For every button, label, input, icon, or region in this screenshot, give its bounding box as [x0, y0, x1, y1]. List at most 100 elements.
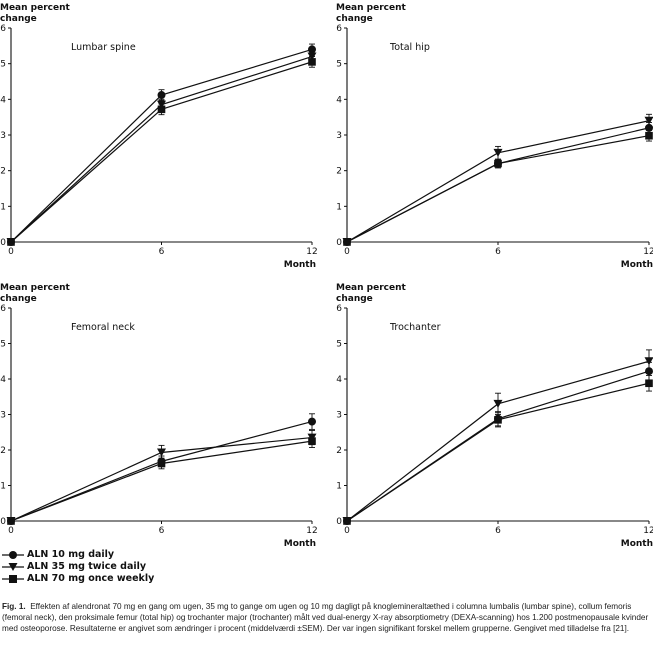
y-tick-label: 6 — [0, 304, 6, 314]
y-tick-label: 1 — [0, 202, 6, 212]
y-tick-label: 5 — [336, 60, 342, 70]
panel-title: Femoral neck — [71, 322, 135, 333]
series-line — [10, 55, 313, 243]
panel-title: Trochanter — [389, 322, 441, 333]
legend-label: ALN 35 mg twice daily — [27, 561, 147, 572]
series-line — [10, 421, 313, 522]
data-point-triangle — [644, 357, 653, 366]
y-tick-label: 0 — [0, 238, 6, 248]
y-tick-label: 6 — [0, 24, 6, 34]
y-tick-label: 2 — [0, 446, 6, 456]
x-axis-label: Month — [284, 260, 316, 270]
series-triangle-down — [342, 349, 653, 525]
x-axis-label: Month — [284, 539, 316, 549]
y-tick-label: 5 — [0, 60, 6, 70]
y-tick-label: 3 — [0, 411, 6, 421]
legend-item-aln-70: ALN 70 mg once weekly — [2, 573, 154, 585]
x-tick-label: 12 — [306, 526, 317, 536]
data-point-triangle — [644, 116, 653, 125]
data-point-triangle — [157, 448, 166, 457]
series-triangle-down — [342, 113, 653, 246]
y-tick-label: 2 — [0, 167, 6, 177]
caption-label: Fig. 1. — [2, 602, 26, 611]
y-axis-label: change — [336, 294, 373, 304]
series-circle — [343, 361, 653, 525]
square-marker-icon — [2, 575, 24, 583]
y-axis-label: Mean percent — [336, 283, 407, 293]
y-tick-label: 5 — [0, 340, 6, 350]
y-tick-label: 3 — [0, 131, 6, 141]
data-point-square — [7, 517, 15, 525]
data-point-square — [308, 58, 316, 66]
y-tick-label: 1 — [336, 202, 342, 212]
series-circle — [7, 43, 316, 246]
y-tick-label: 4 — [336, 375, 342, 385]
y-tick-label: 3 — [336, 411, 342, 421]
y-tick-label: 4 — [0, 375, 6, 385]
data-point-triangle — [493, 148, 503, 157]
y-axis-label: Mean percent — [336, 3, 407, 13]
x-tick-label: 0 — [8, 247, 14, 257]
data-point-square — [645, 131, 653, 140]
x-tick-label: 6 — [495, 526, 501, 536]
data-point-square — [343, 238, 351, 246]
y-tick-label: 1 — [336, 482, 342, 492]
series-square — [343, 129, 653, 246]
series-triangle-down — [6, 430, 317, 525]
panel-title: Total hip — [389, 42, 430, 53]
legend-item-aln-10: ALN 10 mg daily — [2, 549, 154, 561]
series-triangle-down — [6, 50, 317, 246]
series-square — [343, 375, 653, 525]
x-axis-label: Month — [621, 260, 653, 270]
y-axis-label: Mean percent — [0, 283, 71, 293]
y-tick-label: 0 — [336, 238, 342, 248]
y-tick-label: 2 — [336, 446, 342, 456]
triangle-down-marker-icon — [2, 563, 24, 571]
y-axis-label: change — [0, 294, 37, 304]
y-tick-label: 4 — [336, 95, 342, 105]
y-tick-label: 1 — [0, 482, 6, 492]
x-tick-label: 6 — [159, 526, 165, 536]
legend-label: ALN 10 mg daily — [27, 549, 115, 560]
data-point-square — [157, 459, 166, 468]
data-point-square — [494, 416, 502, 424]
data-point-circle — [157, 91, 166, 100]
panel-title: Lumbar spine — [71, 42, 136, 53]
data-point-circle — [308, 417, 316, 426]
x-tick-label: 12 — [306, 247, 317, 257]
data-point-circle — [645, 123, 653, 132]
y-tick-label: 0 — [336, 517, 342, 527]
x-tick-label: 0 — [344, 247, 350, 257]
x-tick-label: 6 — [159, 247, 165, 257]
data-point-square — [494, 159, 502, 168]
data-point-square — [308, 437, 316, 445]
x-tick-label: 12 — [643, 247, 653, 257]
y-tick-label: 4 — [0, 95, 6, 105]
legend-label: ALN 70 mg once weekly — [27, 573, 155, 584]
circle-marker-icon — [2, 551, 24, 559]
x-tick-label: 12 — [643, 526, 653, 536]
data-point-triangle — [493, 399, 503, 408]
x-axis-label: Month — [621, 539, 653, 549]
y-axis-label: Mean percent — [0, 3, 71, 13]
series-line — [346, 127, 650, 243]
data-point-square — [7, 238, 15, 246]
series-square — [7, 434, 316, 525]
series-line — [10, 48, 313, 243]
data-point-square — [157, 105, 166, 114]
y-tick-label: 2 — [336, 167, 342, 177]
series-square — [7, 56, 316, 246]
x-tick-label: 0 — [344, 526, 350, 536]
y-tick-label: 6 — [336, 304, 342, 314]
y-tick-label: 3 — [336, 131, 342, 141]
series-circle — [7, 413, 316, 525]
y-tick-label: 0 — [0, 517, 6, 527]
y-tick-label: 5 — [336, 340, 342, 350]
y-tick-label: 6 — [336, 24, 342, 34]
data-point-square — [645, 379, 653, 388]
